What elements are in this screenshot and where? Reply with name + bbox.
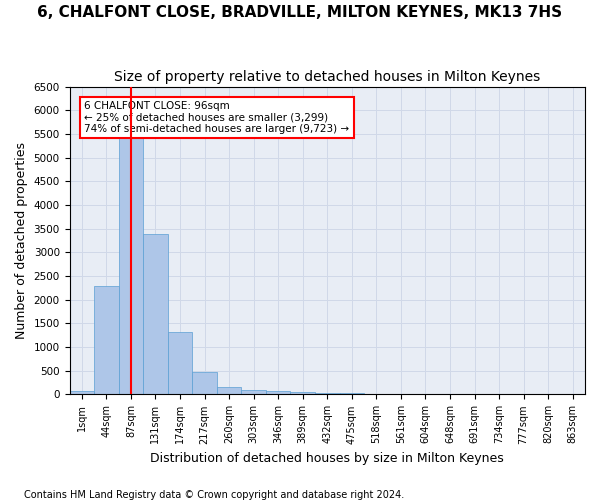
Bar bbox=[217, 387, 241, 394]
Bar bbox=[192, 372, 217, 394]
Bar bbox=[143, 234, 168, 394]
Bar bbox=[70, 390, 94, 394]
Bar bbox=[315, 393, 340, 394]
Bar bbox=[266, 390, 290, 394]
Text: 6 CHALFONT CLOSE: 96sqm
← 25% of detached houses are smaller (3,299)
74% of semi: 6 CHALFONT CLOSE: 96sqm ← 25% of detache… bbox=[84, 101, 349, 134]
Bar bbox=[94, 286, 119, 395]
Text: 6, CHALFONT CLOSE, BRADVILLE, MILTON KEYNES, MK13 7HS: 6, CHALFONT CLOSE, BRADVILLE, MILTON KEY… bbox=[37, 5, 563, 20]
Title: Size of property relative to detached houses in Milton Keynes: Size of property relative to detached ho… bbox=[114, 70, 541, 84]
Bar bbox=[119, 136, 143, 394]
X-axis label: Distribution of detached houses by size in Milton Keynes: Distribution of detached houses by size … bbox=[151, 452, 504, 465]
Bar bbox=[241, 390, 266, 394]
Text: Contains HM Land Registry data © Crown copyright and database right 2024.: Contains HM Land Registry data © Crown c… bbox=[24, 490, 404, 500]
Bar bbox=[168, 332, 192, 394]
Bar bbox=[290, 392, 315, 394]
Y-axis label: Number of detached properties: Number of detached properties bbox=[15, 142, 28, 339]
